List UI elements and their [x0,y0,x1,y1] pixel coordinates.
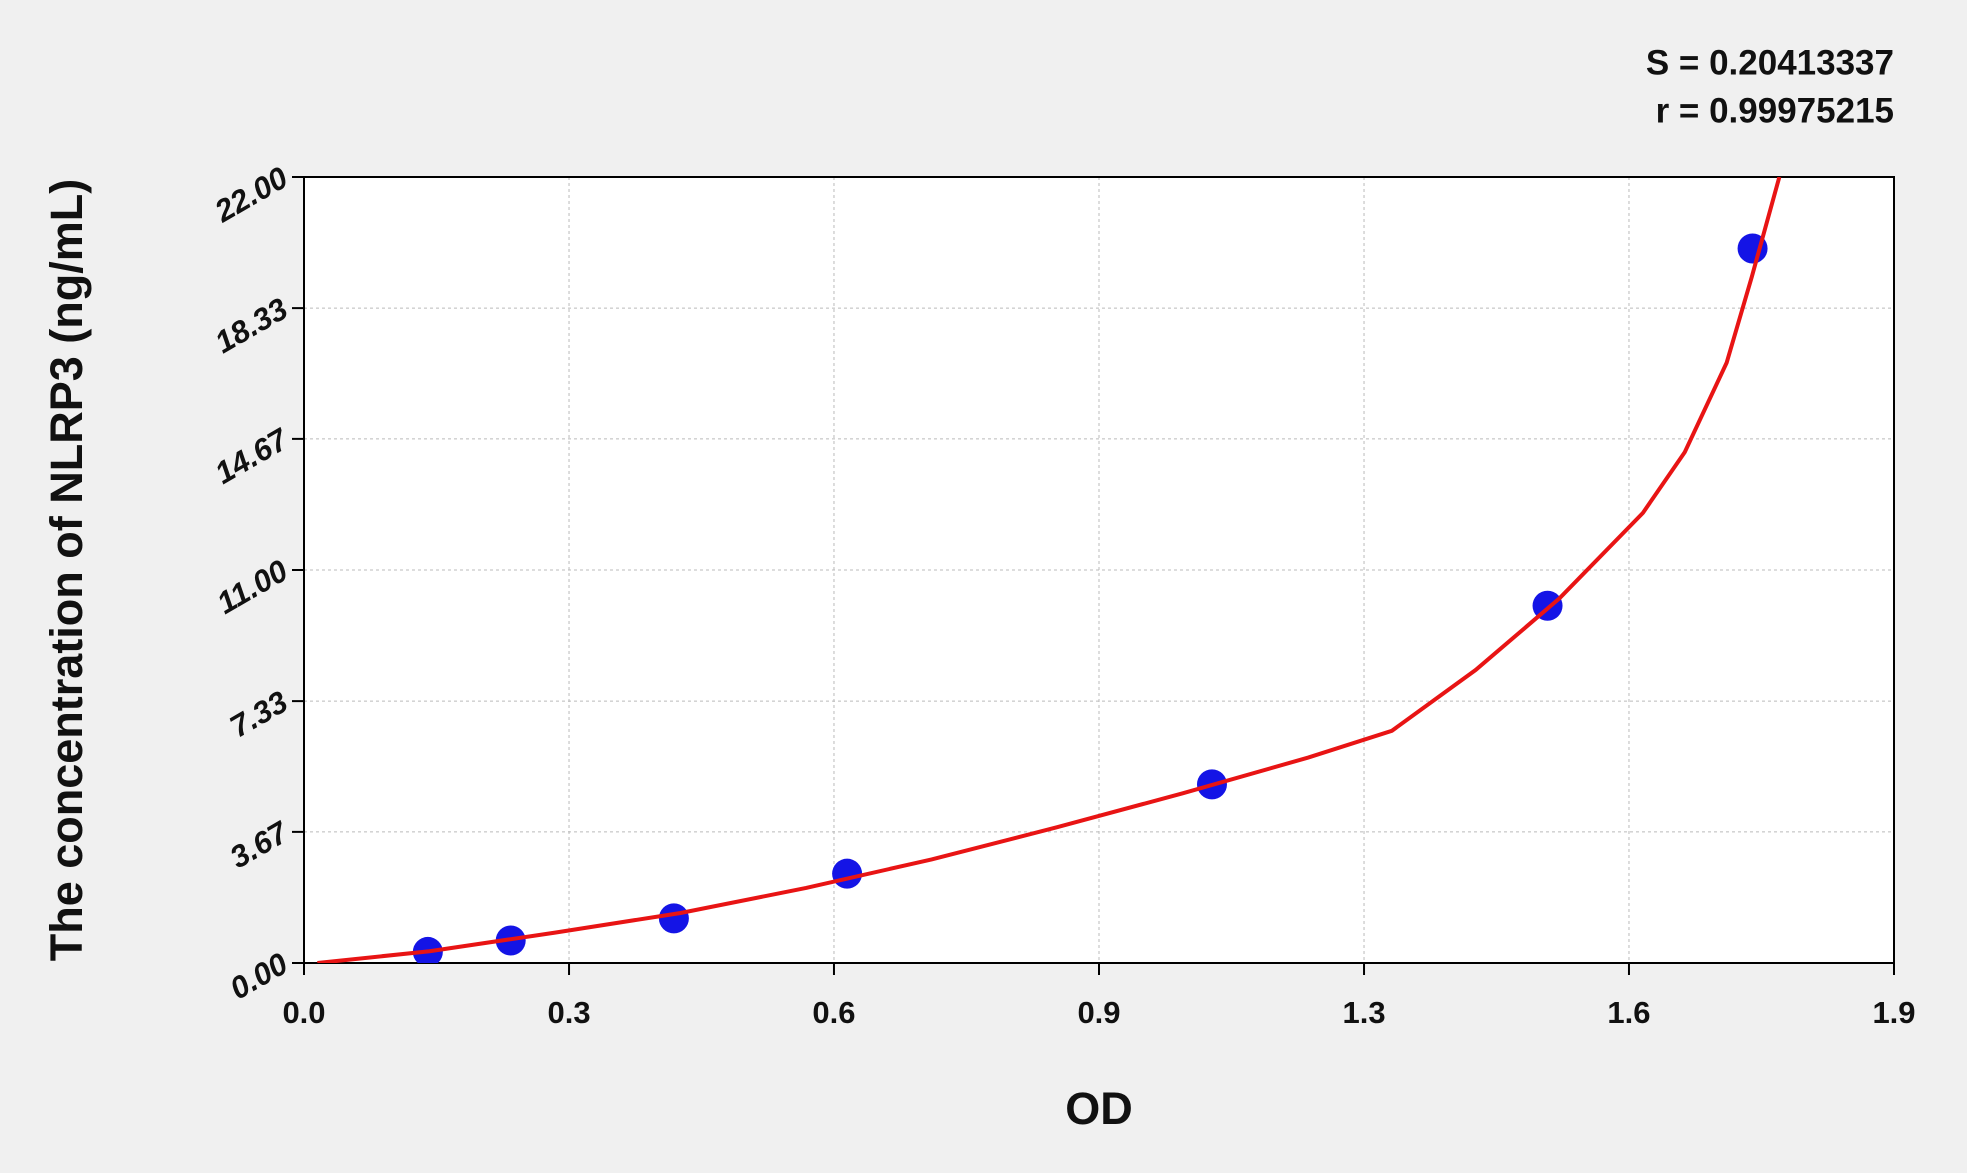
x-tick-label: 1.6 [1607,995,1650,1030]
plot-layer [317,177,1782,963]
x-axis-title: OD [1065,1083,1133,1134]
y-axis-title: The concentration of NLRP3 (ng/mL) [41,179,92,962]
x-tick-label: 1.3 [1342,995,1385,1030]
y-tick-label: 3.67 [224,814,295,875]
x-tick-label: 0.9 [1077,995,1120,1030]
x-tick-label: 0.0 [282,995,325,1030]
x-tick-label: 1.9 [1872,995,1915,1030]
plot-border [303,176,1895,964]
annotation: r = 0.99975215 [1656,91,1894,130]
x-tick-label: 0.3 [547,995,590,1030]
x-tick-label: 0.6 [812,995,855,1030]
data-point [832,858,863,889]
y-tick-label: 11.00 [211,553,294,621]
data-point [658,903,689,934]
y-tick-label: 18.33 [209,291,294,360]
y-tick-label: 22.00 [208,160,294,230]
y-tick-label: 7.33 [224,684,294,744]
annotation: S = 0.20413337 [1646,43,1894,82]
fit-curve [317,177,1782,963]
y-tick-label: 14.67 [209,421,295,491]
